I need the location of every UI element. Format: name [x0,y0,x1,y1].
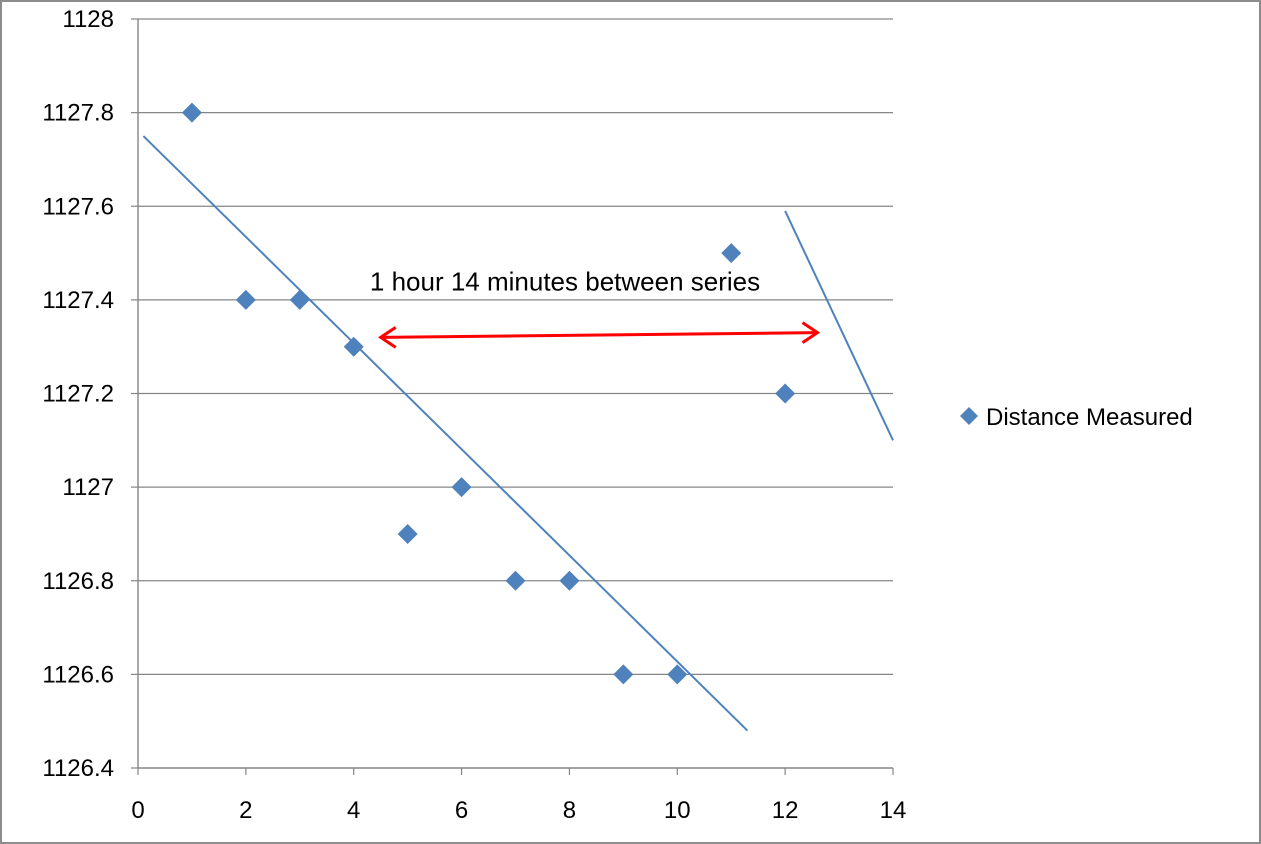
data-point [559,570,580,591]
annotation-text: 1 hour 14 minutes between series [370,267,760,297]
x-tick-label: 2 [239,797,252,824]
annotation-arrow [380,331,818,339]
legend-label: Distance Measured [986,404,1193,431]
y-tick-label: 1126.4 [42,755,114,782]
data-point [397,523,418,544]
y-tick-label: 1127.6 [42,193,114,220]
trendline [142,135,749,732]
x-tick-label: 4 [347,797,360,824]
data-point [721,243,742,264]
data-point [505,570,526,591]
x-tick-label: 14 [880,797,907,824]
data-point [775,383,796,404]
x-tick-label: 12 [772,797,799,824]
y-tick-label: 1127.8 [42,100,114,127]
gridlines [138,18,893,675]
data-point [181,102,202,123]
axes [131,18,894,775]
data-point [289,289,310,310]
legend-marker [960,407,978,425]
data-point [451,477,472,498]
y-tick-label: 1127 [62,474,114,501]
y-tick-labels: 1126.4 1126.6 1126.8 1127 1127.2 1127.4 1127.6… [42,6,114,782]
data-point [613,664,634,685]
arrow-head-left [377,326,397,349]
data-point [343,336,364,357]
legend: Distance Measured [960,404,1193,431]
y-tick-label: 1127.4 [42,287,114,314]
data-point [667,664,688,685]
y-tick-label: 1126.8 [42,568,114,595]
y-tick-label: 1127.2 [42,381,114,408]
trendlines [142,135,894,732]
x-tick-label: 6 [455,797,468,824]
x-tick-labels: 0 2 4 6 8 10 12 14 [131,797,906,824]
x-tick-label: 8 [563,797,576,824]
data-point [235,289,256,310]
y-tick-label: 1126.6 [42,661,114,688]
arrow-head-right [801,321,821,344]
x-tick-label: 10 [664,797,691,824]
x-tick-label: 0 [131,797,144,824]
trendline [784,210,894,441]
data-points [181,102,796,685]
annotation: 1 hour 14 minutes between series [370,267,821,349]
y-tick-label: 1128 [62,6,114,33]
